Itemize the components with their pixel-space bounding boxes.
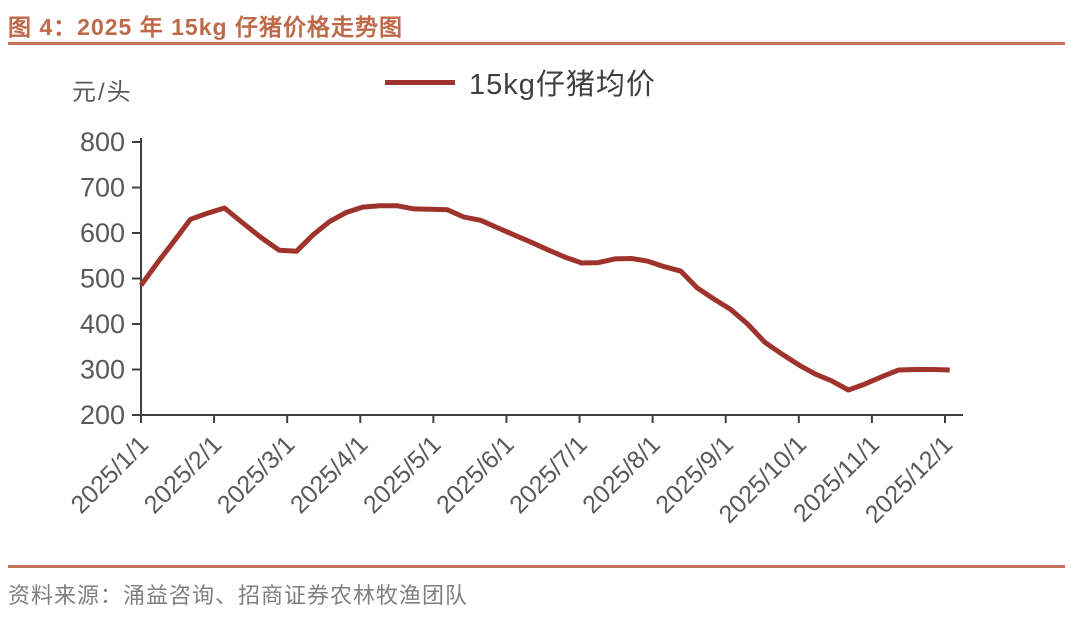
y-tick-label: 800 — [80, 127, 125, 157]
x-tick-label: 2025/6/1 — [431, 430, 520, 519]
x-tick-label: 2025/8/1 — [577, 430, 666, 519]
legend-line-swatch — [385, 79, 455, 85]
y-axis-unit-label: 元/头 — [72, 79, 133, 106]
y-tick-label: 600 — [80, 218, 125, 248]
y-tick-label: 200 — [80, 400, 125, 430]
y-tick-label: 400 — [80, 309, 125, 339]
y-tick-label: 700 — [80, 173, 125, 203]
chart-legend: 15kg仔猪均价 — [385, 62, 656, 102]
x-tick-label: 2025/1/1 — [66, 430, 155, 519]
footer-rule — [8, 565, 1065, 568]
figure-title: 图 4：2025 年 15kg 仔猪价格走势图 — [8, 14, 403, 40]
source-note: 资料来源：涌益咨询、招商证券农林牧渔团队 — [8, 583, 469, 608]
x-tick-label: 2025/4/1 — [285, 430, 374, 519]
x-tick-label: 2025/5/1 — [358, 430, 447, 519]
x-tick-label: 2025/2/1 — [139, 430, 228, 519]
series-line — [138, 203, 950, 393]
x-tick-label: 2025/7/1 — [504, 430, 593, 519]
x-tick-label: 2025/3/1 — [212, 430, 301, 519]
axes — [140, 138, 963, 416]
title-underline-rule — [8, 42, 1065, 45]
legend-label: 15kg仔猪均价 — [469, 69, 656, 101]
y-tick-label: 300 — [80, 355, 125, 385]
y-tick-label: 500 — [80, 264, 125, 294]
